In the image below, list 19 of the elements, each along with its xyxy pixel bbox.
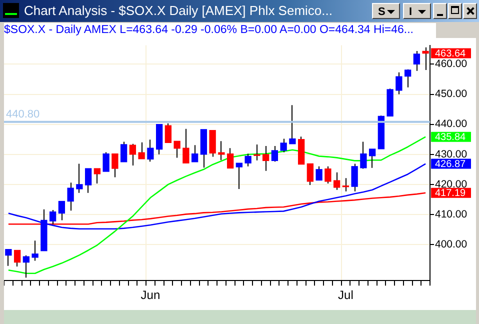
text: 463.64 <box>435 48 466 60</box>
y-tick-label: 430.00 <box>435 148 468 160</box>
y-tick-label: 420.00 <box>435 178 468 190</box>
ref-line-label: 440.80 <box>6 108 40 120</box>
y-tick-label: 450.00 <box>435 88 468 100</box>
candlestick <box>254 144 260 160</box>
data-label: 435.84 <box>435 132 466 144</box>
data-label: 426.87 <box>435 159 466 170</box>
y-tick-label: 410.00 <box>435 208 468 220</box>
text: S <box>372 3 400 19</box>
y-tick-label: 460.00 <box>435 58 468 70</box>
chart-title: Chart Analysis - $SOX.X Daily [AMEX] Phlx Semico... <box>24 2 332 20</box>
text: I <box>403 3 431 19</box>
data-label: 417.19 <box>435 188 466 200</box>
y-tick-label: 440.00 <box>435 118 468 130</box>
y-tick-label: 400.00 <box>435 238 468 250</box>
x-tick-label: Jun <box>140 288 160 302</box>
chart-subtitle: $SOX.X - Daily AMEX L=463.64 -0.29 -0.06% B=0.00 A=0.00 O=464.34 Hi=46... <box>4 24 414 36</box>
x-tick-label: Jul <box>338 288 354 302</box>
